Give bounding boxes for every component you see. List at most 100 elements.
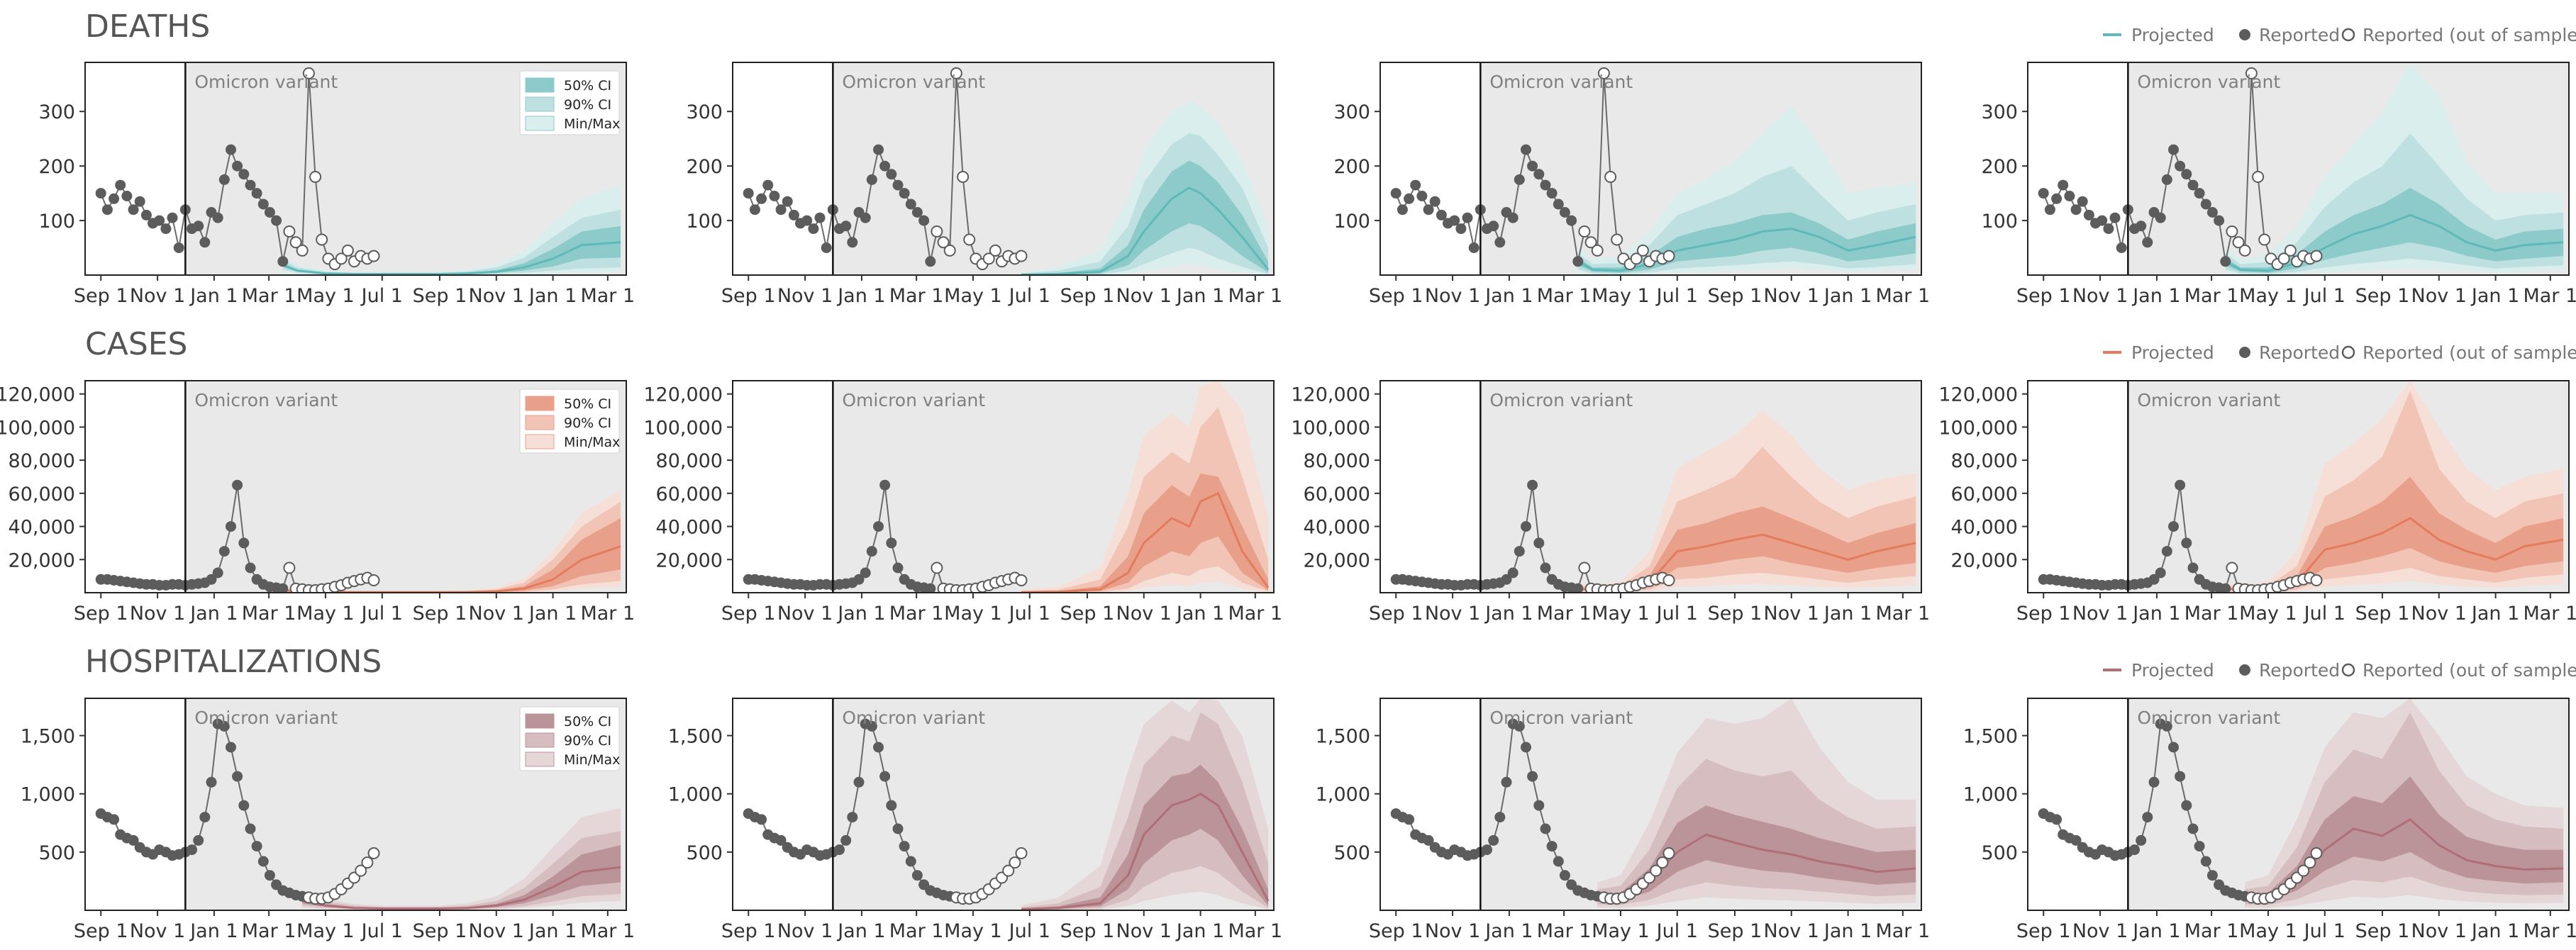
plot-area — [743, 698, 1270, 910]
x-tick-label: Mar 1 — [889, 285, 944, 307]
reported-point — [2097, 215, 2108, 226]
reported-oos-point — [355, 864, 367, 877]
reported-point — [2103, 223, 2114, 235]
omicron-variant-label: Omicron variant — [2137, 72, 2280, 92]
reported-oos-point — [2284, 244, 2297, 257]
reported-point — [2129, 844, 2140, 856]
band-legend-swatch — [525, 96, 555, 112]
band-legend-swatch — [525, 77, 555, 93]
reported-point — [1423, 204, 1434, 216]
y-tick-label: 1,000 — [1316, 784, 1370, 806]
reported-point — [2175, 160, 2186, 172]
reported-point — [1488, 220, 1499, 232]
plot-area — [2038, 62, 2564, 275]
band-legend-swatch — [525, 415, 555, 430]
x-tick-label: Nov 1 — [1116, 285, 1172, 307]
reported-point — [109, 193, 120, 204]
x-tick-label: Jan 1 — [528, 285, 577, 307]
x-tick-label: Jan 1 — [2470, 920, 2519, 942]
reported-oos-point — [289, 236, 302, 249]
panel-frame — [732, 380, 1275, 593]
reported-point — [911, 207, 923, 218]
reported-oos-point — [1009, 856, 1021, 869]
x-tick-label: Nov 1 — [469, 285, 524, 307]
band-legend-label: 50% CI — [564, 396, 611, 412]
reported-point — [2070, 834, 2082, 846]
y-tick-label: 200 — [686, 156, 723, 178]
reported-point — [1527, 479, 1538, 491]
y-tick-label: 80,000 — [9, 450, 75, 472]
y-tick-label: 100 — [1981, 211, 2018, 233]
x-tick-label: Sep 1 — [413, 285, 467, 307]
x-tick-label: Jul 1 — [2303, 920, 2345, 942]
projection-median-line — [2225, 213, 2564, 272]
reported-point — [277, 256, 289, 267]
reported-point — [1501, 776, 1512, 788]
reported-point — [879, 160, 891, 172]
reported-point — [2148, 574, 2160, 585]
panel: Omicron variant 20,000 40,000 60,000 80,000 1… — [1291, 380, 1930, 625]
band-legend-label: Min/Max — [564, 752, 620, 768]
x-tick-label: Mar 1 — [2523, 285, 2576, 307]
x-tick-label: Jul 1 — [2303, 285, 2345, 307]
y-tick-label: 100,000 — [643, 417, 723, 439]
reported-point — [788, 209, 799, 220]
reported-point — [2175, 479, 2186, 491]
legend-reported-oos-marker — [2341, 663, 2355, 677]
x-tick-label: Sep 1 — [2355, 920, 2410, 942]
x-tick-label: Nov 1 — [1425, 920, 1480, 942]
plot-area — [2038, 381, 2564, 593]
reported-point — [2187, 823, 2199, 834]
reported-oos-point — [963, 233, 976, 246]
reported-point — [232, 160, 243, 172]
reported-point — [167, 212, 178, 223]
legend-projected: Projected — [2131, 25, 2214, 45]
x-tick-label: Jan 1 — [1175, 920, 1224, 942]
reported-oos-point — [2297, 864, 2310, 877]
reported-point — [1559, 207, 1570, 218]
x-tick-label: Jan 1 — [1484, 603, 1533, 625]
reported-oos-point — [335, 252, 348, 265]
y-tick-label: 100,000 — [0, 417, 75, 439]
reported-point — [1410, 179, 1421, 191]
y-tick-label: 100,000 — [1291, 417, 1370, 439]
band-legend-label: 90% CI — [564, 97, 611, 113]
panel-frame — [1379, 698, 1922, 911]
reported-point — [2214, 215, 2225, 226]
x-tick-label: May 1 — [296, 603, 355, 625]
x-tick-label: Nov 1 — [1764, 285, 1819, 307]
reported-oos-point — [2258, 233, 2271, 246]
reported-oos-point — [2238, 244, 2251, 257]
y-tick-label: 20,000 — [1951, 549, 2018, 571]
x-tick-label: Sep 1 — [1369, 920, 1423, 942]
reported-point — [801, 215, 813, 226]
band-50ci — [2245, 776, 2564, 901]
reported-point — [1533, 800, 1545, 811]
panel: Omicron variant 20,000 40,000 60,000 80,000 1… — [1938, 380, 2576, 625]
y-tick-label: 40,000 — [9, 517, 75, 539]
reported-point — [2142, 812, 2153, 823]
legend-projected: Projected — [2131, 342, 2214, 363]
legend-reported-oos: Reported (out of sample) — [2363, 25, 2576, 45]
reported-point — [218, 174, 230, 185]
x-tick-label: Mar 1 — [2523, 920, 2576, 942]
reported-point — [2051, 193, 2063, 204]
x-tick-label: Sep 1 — [74, 920, 128, 942]
reported-point — [1488, 834, 1499, 846]
reported-point — [2044, 204, 2055, 216]
x-tick-label: Mar 1 — [2184, 603, 2239, 625]
reported-point — [814, 212, 826, 223]
reported-point — [2136, 834, 2147, 846]
reported-point — [2200, 856, 2211, 867]
reported-point — [2109, 212, 2121, 223]
x-tick-label: Mar 1 — [1537, 285, 1592, 307]
reported-oos-point — [2310, 250, 2323, 262]
band-50ci — [1021, 764, 1269, 910]
plot-area — [743, 67, 1270, 275]
reported-point — [1482, 844, 1492, 856]
omicron-variant-label: Omicron variant — [2137, 390, 2280, 410]
reported-point — [1494, 812, 1506, 823]
x-tick-label: Nov 1 — [130, 603, 185, 625]
reported-oos-point — [2245, 67, 2258, 79]
